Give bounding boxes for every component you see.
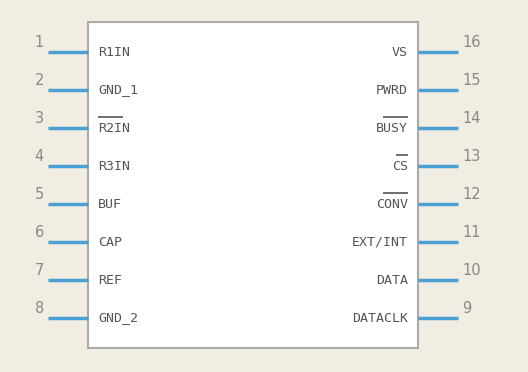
Text: DATA: DATA [376,273,408,286]
Bar [88,22,418,348]
Text: CS: CS [392,160,408,173]
Text: GND_1: GND_1 [98,83,138,96]
Text: 6: 6 [35,225,44,240]
Text: 2: 2 [35,73,44,88]
Text: CONV: CONV [376,198,408,211]
Text: 10: 10 [462,263,480,278]
Text: 1: 1 [35,35,44,50]
Text: PWRD: PWRD [376,83,408,96]
Text: 12: 12 [462,187,480,202]
Text: 3: 3 [35,111,44,126]
Text: DATACLK: DATACLK [352,311,408,324]
Text: 13: 13 [462,149,480,164]
Text: 9: 9 [462,301,472,316]
Text: BUSY: BUSY [376,122,408,135]
Text: 15: 15 [462,73,480,88]
Text: R1IN: R1IN [98,45,130,58]
Text: EXT/INT: EXT/INT [352,235,408,248]
Text: 16: 16 [462,35,480,50]
Text: VS: VS [392,45,408,58]
Text: R3IN: R3IN [98,160,130,173]
Text: GND_2: GND_2 [98,311,138,324]
Text: 14: 14 [462,111,480,126]
Text: BUF: BUF [98,198,122,211]
Text: R2IN: R2IN [98,122,130,135]
Text: REF: REF [98,273,122,286]
Text: CAP: CAP [98,235,122,248]
Text: 4: 4 [35,149,44,164]
Text: 7: 7 [35,263,44,278]
Text: 11: 11 [462,225,480,240]
Text: 8: 8 [35,301,44,316]
Text: 5: 5 [35,187,44,202]
